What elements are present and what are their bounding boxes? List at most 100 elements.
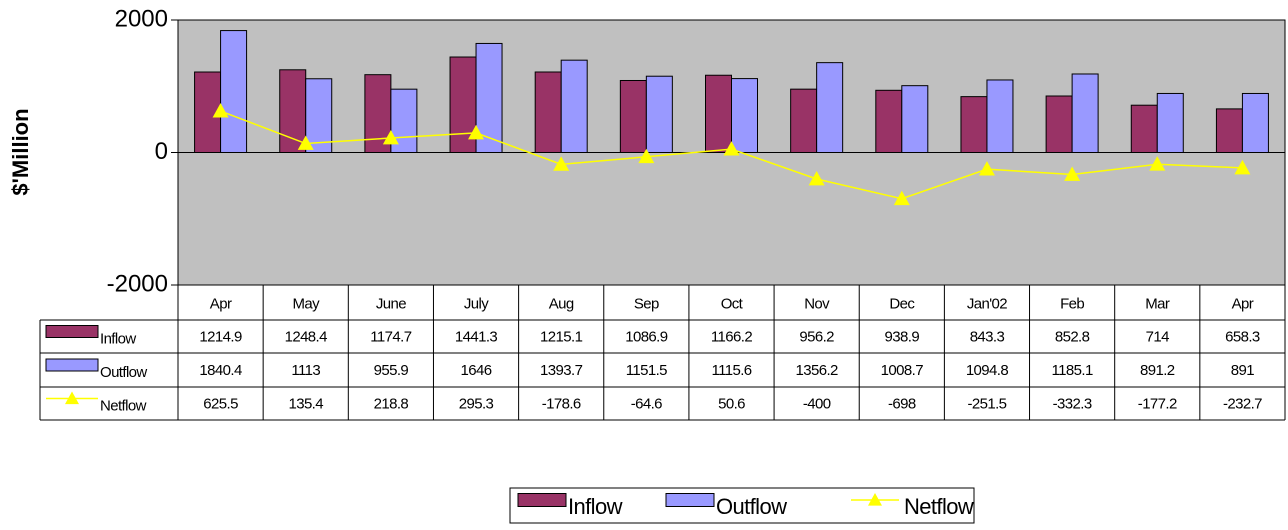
bar [1071, 73, 1099, 153]
bar [790, 88, 818, 153]
table-value: 1646 [461, 362, 492, 379]
table-value: -251.5 [967, 395, 1006, 412]
bar [1130, 104, 1158, 154]
marker [212, 103, 229, 118]
table-value: 938.9 [885, 328, 920, 345]
bar [875, 89, 903, 153]
legend-symbol [45, 325, 99, 338]
legend-symbol [868, 493, 882, 506]
legend-box [509, 487, 975, 524]
table-value: 218.8 [374, 395, 409, 412]
table-value: 1174.7 [370, 328, 411, 345]
table-value: 1008.7 [881, 362, 924, 379]
table-value: 1115.6 [711, 362, 751, 379]
marker [468, 124, 485, 140]
table-value: -332.3 [1053, 395, 1092, 412]
bar [305, 78, 333, 153]
x-tick-label: Feb [1060, 295, 1084, 312]
table-value: -178.6 [542, 395, 581, 412]
legend-symbol [65, 391, 79, 405]
bar [986, 79, 1014, 153]
x-tick-label: Mar [1145, 295, 1170, 312]
x-tick-label: July [464, 295, 489, 312]
legend-label: Netflow [904, 494, 974, 519]
table-value: 658.3 [1225, 328, 1260, 345]
table-value: -64.6 [631, 395, 662, 412]
marker [723, 141, 740, 156]
x-tick-label: Aug [549, 295, 574, 312]
table-value: -232.7 [1223, 395, 1262, 412]
table-value: 135.4 [288, 395, 323, 412]
table-value: 1214.9 [199, 328, 242, 345]
marker [893, 190, 910, 206]
table-value: 891 [1231, 362, 1254, 379]
bar [1045, 95, 1073, 153]
table-value: 1356.2 [796, 362, 839, 379]
legend-label: Netflow [100, 397, 147, 414]
table-value: 1166.2 [711, 328, 752, 345]
table-value: 714 [1146, 328, 1169, 345]
table-value: 1151.5 [626, 362, 667, 379]
marker [382, 130, 399, 145]
table-value: 1086.9 [625, 328, 668, 345]
table-value: 956.2 [799, 328, 834, 345]
x-tick-label: Jan'02 [967, 295, 1007, 312]
x-tick-label: June [376, 295, 406, 312]
y-tick-label: -2000 [107, 270, 168, 297]
table-value: 1215.1 [540, 328, 583, 345]
marker [297, 135, 314, 150]
marker [1234, 159, 1251, 175]
table-value: 1248.4 [285, 328, 328, 345]
legend-label: Outflow [100, 364, 147, 381]
bar [279, 69, 307, 153]
table-value: 955.9 [374, 362, 409, 379]
x-tick-label: Dec [889, 295, 915, 312]
y-tick-label: 0 [155, 138, 168, 165]
table-value: -400 [803, 395, 831, 412]
table-value: 1393.7 [540, 362, 583, 379]
table-value: 50.6 [718, 395, 745, 412]
legend-label: Outflow [716, 494, 787, 519]
table-value: 843.3 [970, 328, 1005, 345]
bar [1156, 92, 1184, 153]
x-tick-label: Oct [721, 295, 744, 312]
x-tick-label: Apr [210, 295, 232, 312]
bar [645, 75, 673, 153]
legend-symbol [517, 493, 567, 507]
bar [220, 30, 248, 153]
legend-label: Inflow [568, 494, 623, 519]
x-tick-label: May [292, 295, 320, 312]
table-value: 852.8 [1055, 328, 1090, 345]
marker [638, 148, 655, 164]
marker [1149, 156, 1166, 171]
table-value: 295.3 [459, 395, 494, 412]
table-value: 1113 [291, 362, 320, 379]
bar [619, 79, 647, 153]
marker [808, 171, 825, 186]
marker [553, 156, 570, 171]
bar [816, 62, 844, 153]
table-value: 1441.3 [455, 328, 498, 345]
legend-symbol [45, 358, 99, 372]
x-tick-label: Sep [634, 295, 659, 312]
table-value: 891.2 [1140, 362, 1175, 379]
table-value: -698 [888, 395, 916, 412]
bar [560, 59, 588, 153]
marker [1064, 166, 1081, 181]
bar [1241, 92, 1269, 154]
legend-symbol [665, 493, 715, 507]
bar [731, 78, 758, 153]
legend-label: Inflow [100, 330, 136, 347]
bar [1215, 108, 1243, 153]
y-tick-label: 2000 [115, 5, 168, 32]
bar [705, 74, 732, 153]
bar [534, 71, 562, 153]
bar [901, 85, 929, 153]
x-tick-label: Apr [1232, 295, 1254, 312]
y-axis-label: $'Million [8, 108, 33, 195]
x-tick-label: Nov [804, 295, 830, 312]
bar [960, 96, 988, 154]
table-value: 625.5 [203, 395, 238, 412]
marker [978, 161, 995, 176]
